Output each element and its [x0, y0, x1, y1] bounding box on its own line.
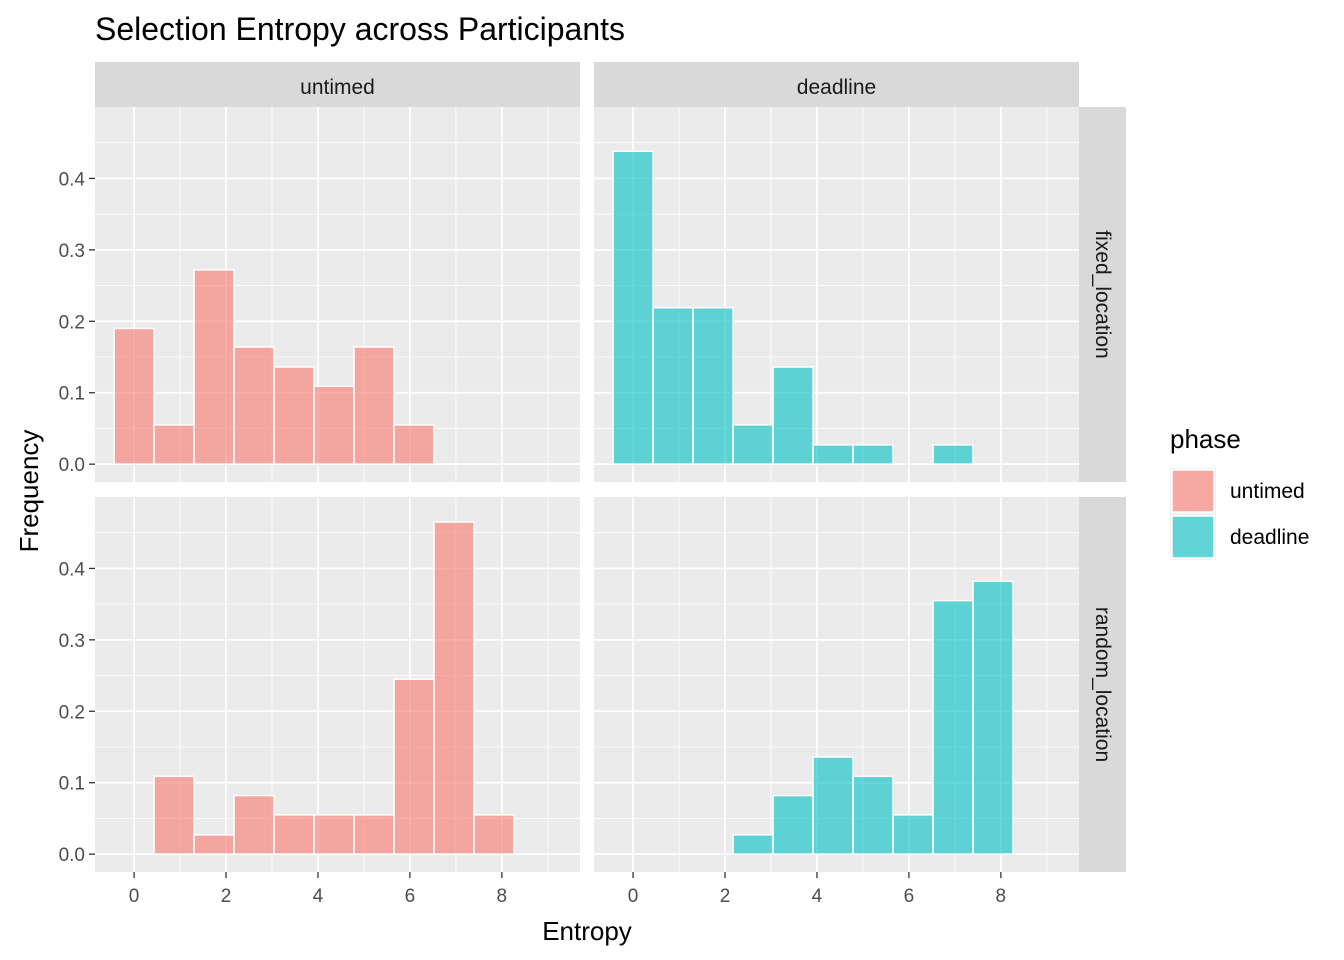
legend-item-deadline: deadline — [1170, 514, 1309, 560]
histogram-bar — [972, 580, 1014, 855]
legend-label: untimed — [1230, 480, 1305, 503]
column-strip-label: deadline — [797, 76, 876, 99]
histogram-bar — [612, 150, 654, 465]
y-tick-label: 0.4 — [59, 169, 86, 190]
histogram-bar — [772, 366, 814, 465]
histogram-bar — [113, 327, 155, 465]
legend: phase untimed deadline — [1170, 424, 1309, 560]
legend-label: deadline — [1230, 526, 1309, 549]
column-strip-label: untimed — [300, 76, 375, 99]
facet-panels — [95, 107, 1079, 872]
row-strip-fixed_location: fixed_location — [1079, 107, 1126, 482]
axes: 0.0 0.1 0.2 0.3 0.4 0.0 0.1 0.2 0.3 0.4 0 2 4 6 8 0 2 4 6 8 — [59, 169, 1007, 907]
legend-swatch — [1171, 515, 1215, 559]
strip-background — [95, 62, 580, 107]
y-tick-label: 0.2 — [59, 702, 85, 723]
histogram-bar — [313, 385, 355, 465]
histogram-bar — [353, 814, 395, 855]
histogram-bar — [692, 306, 734, 465]
legend-item-untimed: untimed — [1170, 468, 1305, 514]
x-tick-label: 6 — [405, 886, 416, 907]
y-axis-title: Frequency — [14, 430, 44, 553]
histogram-bar — [193, 269, 235, 465]
x-tick-label: 2 — [221, 886, 232, 907]
histogram-bar — [652, 306, 694, 465]
histogram-bar — [433, 521, 475, 855]
column-strip-deadline: deadline — [594, 62, 1079, 107]
y-tick-label: 0.3 — [59, 631, 85, 652]
histogram-bar — [732, 424, 774, 465]
histogram-bar — [732, 834, 774, 855]
y-tick-label: 0.1 — [59, 384, 85, 405]
legend-title: phase — [1170, 424, 1241, 454]
y-tick-label: 0.4 — [59, 559, 86, 580]
histogram-bar — [273, 366, 315, 465]
histogram-bar — [153, 775, 195, 855]
x-tick-label: 2 — [720, 886, 731, 907]
histogram-bar — [812, 756, 854, 855]
column-strip-untimed: untimed — [95, 62, 580, 107]
x-tick-label: 6 — [904, 886, 915, 907]
histogram-bar — [153, 424, 195, 465]
x-tick-label: 0 — [628, 886, 639, 907]
histogram-bar — [233, 794, 275, 855]
histogram-bar — [233, 346, 275, 465]
panel-untimed-fixed_location — [95, 107, 580, 482]
chart-title: Selection Entropy across Participants — [95, 11, 625, 47]
strip-background — [594, 62, 1079, 107]
histogram-bar — [852, 444, 894, 465]
panel-deadline-fixed_location — [594, 107, 1079, 482]
legend-items: untimed deadline — [1170, 468, 1309, 560]
histogram-bar — [193, 834, 235, 855]
histogram-bar — [393, 678, 435, 855]
y-tick-label: 0.0 — [59, 455, 85, 476]
strip-background — [1079, 497, 1126, 872]
histogram-bar — [932, 444, 974, 465]
histogram-bar — [393, 424, 435, 465]
histogram-bar — [932, 599, 974, 855]
facet-strips: untimed deadline fixed_location random_loca… — [95, 62, 1126, 872]
legend-swatch — [1171, 469, 1215, 513]
y-tick-label: 0.3 — [59, 241, 85, 262]
x-tick-label: 8 — [996, 886, 1007, 907]
y-tick-label: 0.0 — [59, 845, 85, 866]
panel-untimed-random_location — [95, 497, 580, 872]
histogram-bar — [473, 814, 515, 855]
x-axis-title: Entropy — [542, 916, 632, 946]
histogram-bar — [353, 346, 395, 465]
histogram-bar — [313, 814, 355, 855]
row-strip-random_location: random_location — [1079, 497, 1126, 872]
panel-deadline-random_location — [594, 497, 1079, 872]
row-strip-label: random_location — [1091, 607, 1114, 762]
histogram-bar — [892, 814, 934, 855]
y-tick-label: 0.2 — [59, 312, 85, 333]
y-tick-label: 0.1 — [59, 774, 85, 795]
x-tick-label: 8 — [497, 886, 508, 907]
histogram-bar — [852, 775, 894, 855]
histogram-bar — [273, 814, 315, 855]
row-strip-label: fixed_location — [1091, 230, 1114, 358]
strip-background — [1079, 107, 1126, 482]
x-tick-label: 0 — [129, 886, 140, 907]
histogram-bar — [812, 444, 854, 465]
histogram-bar — [772, 794, 814, 855]
x-tick-label: 4 — [313, 886, 324, 907]
x-tick-label: 4 — [812, 886, 823, 907]
